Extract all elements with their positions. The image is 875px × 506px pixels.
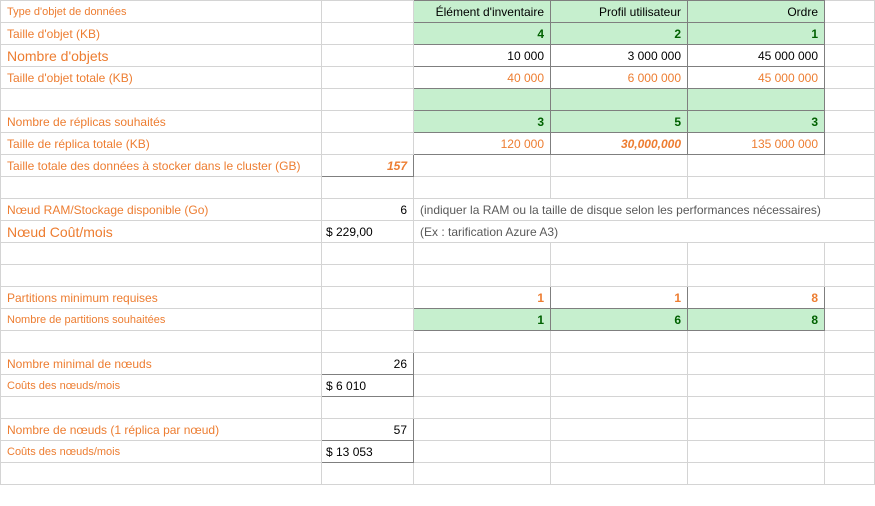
row-nodescost1: Coûts des nœuds/mois $ 6 010 bbox=[1, 375, 875, 397]
label-size: Taille d'objet (KB) bbox=[1, 23, 322, 45]
nodescost2-val: $ 13 053 bbox=[322, 441, 414, 463]
cell-empty bbox=[688, 89, 825, 111]
label-desiredpart: Nombre de partitions souhaitées bbox=[1, 309, 322, 331]
row-empty bbox=[1, 243, 875, 265]
label-nodes1rep: Nombre de nœuds (1 réplica par nœud) bbox=[1, 419, 322, 441]
cell-empty bbox=[414, 155, 551, 177]
cell-empty bbox=[551, 89, 688, 111]
replicas-v3: 3 bbox=[688, 111, 825, 133]
row-minpart: Partitions minimum requises 1 1 8 bbox=[1, 287, 875, 309]
replicas-v1: 3 bbox=[414, 111, 551, 133]
size-v3: 1 bbox=[688, 23, 825, 45]
minpart-v1: 1 bbox=[414, 287, 551, 309]
row-spacer bbox=[1, 89, 875, 111]
row-desiredpart: Nombre de partitions souhaitées 1 6 8 bbox=[1, 309, 875, 331]
cell-empty bbox=[825, 133, 875, 155]
totalsize-v2: 6 000 000 bbox=[551, 67, 688, 89]
totalsize-v3: 45 000 000 bbox=[688, 67, 825, 89]
header-col1: Élément d'inventaire bbox=[414, 1, 551, 23]
minnodes-val: 26 bbox=[322, 353, 414, 375]
cell-empty bbox=[825, 1, 875, 23]
ramnode-note: (indiquer la RAM ou la taille de disque … bbox=[414, 199, 875, 221]
cell-empty bbox=[322, 133, 414, 155]
row-nodes1rep: Nombre de nœuds (1 réplica par nœud) 57 bbox=[1, 419, 875, 441]
cell-empty bbox=[551, 155, 688, 177]
label-minpart: Partitions minimum requises bbox=[1, 287, 322, 309]
label-nodescost2: Coûts des nœuds/mois bbox=[1, 441, 322, 463]
cell-empty bbox=[825, 23, 875, 45]
desiredpart-v1: 1 bbox=[414, 309, 551, 331]
nodescost1-val: $ 6 010 bbox=[322, 375, 414, 397]
count-v1: 10 000 bbox=[414, 45, 551, 67]
capacity-planning-table: Type d'objet de données Élément d'invent… bbox=[0, 0, 875, 485]
label-cost: Nœud Coût/mois bbox=[1, 221, 322, 243]
size-v1: 4 bbox=[414, 23, 551, 45]
cost-val: $ 229,00 bbox=[322, 221, 414, 243]
minpart-v2: 1 bbox=[551, 287, 688, 309]
cell-empty bbox=[322, 89, 414, 111]
cell-empty bbox=[825, 89, 875, 111]
cell-empty bbox=[825, 67, 875, 89]
cell-empty bbox=[322, 111, 414, 133]
row-empty bbox=[1, 331, 875, 353]
label-totalsize: Taille d'objet totale (KB) bbox=[1, 67, 322, 89]
cell-empty bbox=[825, 45, 875, 67]
header-col2: Profil utilisateur bbox=[551, 1, 688, 23]
replicasize-v1: 120 000 bbox=[414, 133, 551, 155]
cell-empty bbox=[1, 89, 322, 111]
row-count: Nombre d'objets 10 000 3 000 000 45 000 … bbox=[1, 45, 875, 67]
row-cost: Nœud Coût/mois $ 229,00 (Ex : tarificati… bbox=[1, 221, 875, 243]
row-ramnode: Nœud RAM/Stockage disponible (Go) 6 (ind… bbox=[1, 199, 875, 221]
cost-note: (Ex : tarification Azure A3) bbox=[414, 221, 875, 243]
label-type: Type d'objet de données bbox=[1, 1, 322, 23]
row-totaldata: Taille totale des données à stocker dans… bbox=[1, 155, 875, 177]
totaldata-val: 157 bbox=[322, 155, 414, 177]
row-replicas: Nombre de réplicas souhaités 3 5 3 bbox=[1, 111, 875, 133]
row-replicasize: Taille de réplica totale (KB) 120 000 30… bbox=[1, 133, 875, 155]
minpart-v3: 8 bbox=[688, 287, 825, 309]
label-minnodes: Nombre minimal de nœuds bbox=[1, 353, 322, 375]
desiredpart-v2: 6 bbox=[551, 309, 688, 331]
cell-empty bbox=[322, 287, 414, 309]
label-nodescost1: Coûts des nœuds/mois bbox=[1, 375, 322, 397]
count-v3: 45 000 000 bbox=[688, 45, 825, 67]
cell-empty bbox=[825, 111, 875, 133]
desiredpart-v3: 8 bbox=[688, 309, 825, 331]
row-nodescost2: Coûts des nœuds/mois $ 13 053 bbox=[1, 441, 875, 463]
label-replicas: Nombre de réplicas souhaités bbox=[1, 111, 322, 133]
replicasize-v2: 30,000,000 bbox=[551, 133, 688, 155]
replicasize-v3: 135 000 000 bbox=[688, 133, 825, 155]
cell-empty bbox=[825, 309, 875, 331]
label-totaldata: Taille totale des données à stocker dans… bbox=[1, 155, 322, 177]
row-minnodes: Nombre minimal de nœuds 26 bbox=[1, 353, 875, 375]
totalsize-v1: 40 000 bbox=[414, 67, 551, 89]
cell-empty bbox=[322, 45, 414, 67]
cell-empty bbox=[688, 155, 825, 177]
cell-empty bbox=[414, 89, 551, 111]
row-empty bbox=[1, 265, 875, 287]
cell-empty bbox=[825, 287, 875, 309]
row-type: Type d'objet de données Élément d'invent… bbox=[1, 1, 875, 23]
cell-empty bbox=[322, 67, 414, 89]
count-v2: 3 000 000 bbox=[551, 45, 688, 67]
label-replicasize: Taille de réplica totale (KB) bbox=[1, 133, 322, 155]
nodes1rep-val: 57 bbox=[322, 419, 414, 441]
header-col3: Ordre bbox=[688, 1, 825, 23]
cell-empty bbox=[825, 155, 875, 177]
replicas-v2: 5 bbox=[551, 111, 688, 133]
row-empty bbox=[1, 463, 875, 485]
row-empty bbox=[1, 177, 875, 199]
cell-empty bbox=[322, 309, 414, 331]
size-v2: 2 bbox=[551, 23, 688, 45]
label-count: Nombre d'objets bbox=[1, 45, 322, 67]
ramnode-val: 6 bbox=[322, 199, 414, 221]
cell-empty bbox=[322, 23, 414, 45]
cell-empty bbox=[322, 1, 414, 23]
row-totalsize: Taille d'objet totale (KB) 40 000 6 000 … bbox=[1, 67, 875, 89]
row-empty bbox=[1, 397, 875, 419]
label-ramnode: Nœud RAM/Stockage disponible (Go) bbox=[1, 199, 322, 221]
row-size: Taille d'objet (KB) 4 2 1 bbox=[1, 23, 875, 45]
